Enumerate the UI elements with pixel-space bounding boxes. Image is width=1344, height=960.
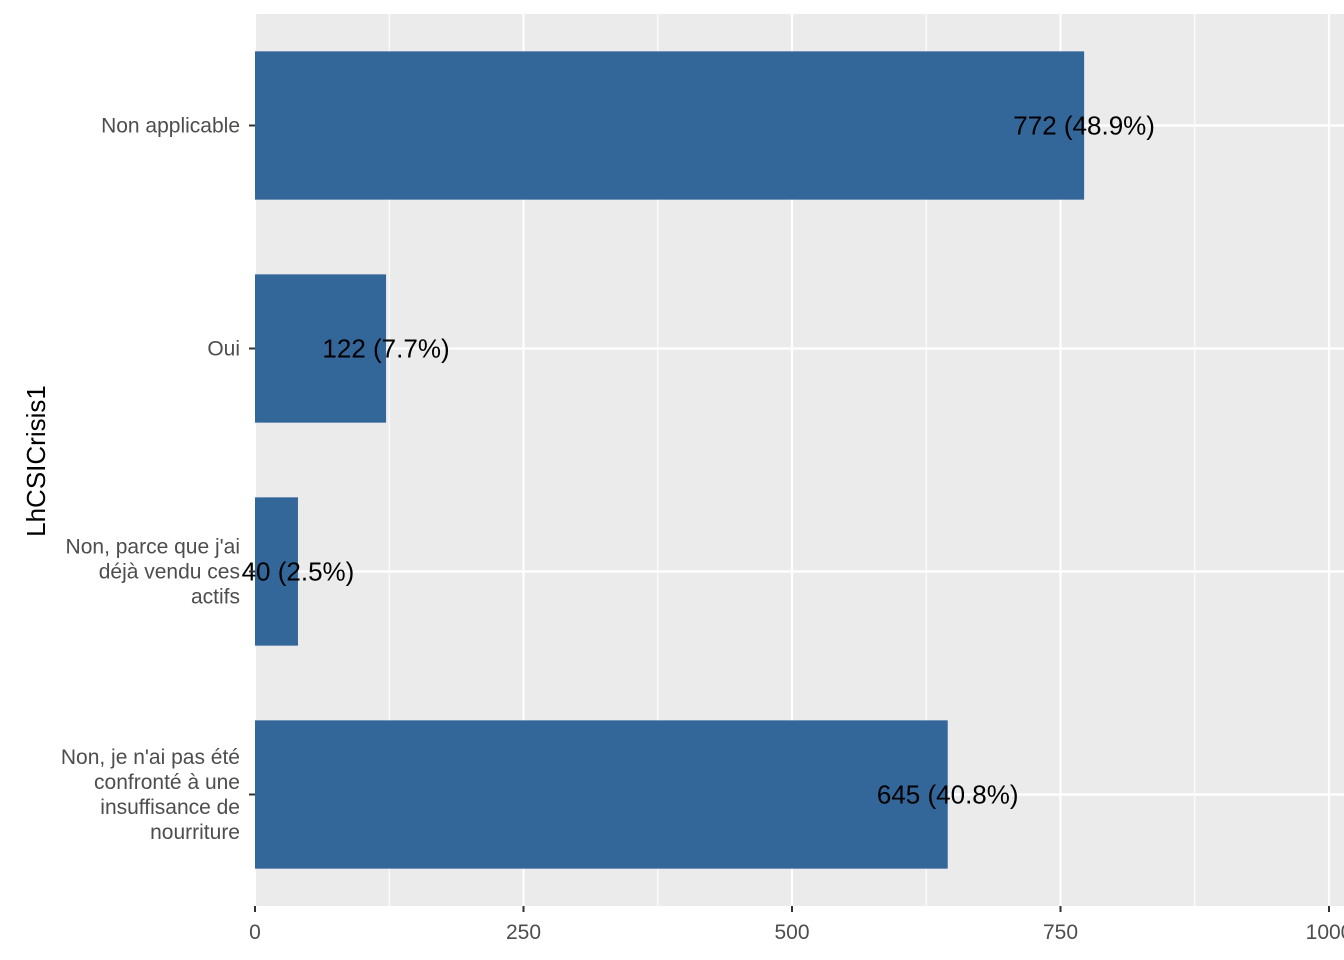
bar	[255, 720, 948, 869]
bar	[255, 497, 298, 646]
y-tick-label: Non, je n'ai pas été confronté à une insuf…	[61, 746, 240, 844]
x-tick-label: 0	[249, 921, 261, 944]
x-axis: 0 250 500 750 1000	[249, 906, 1344, 944]
bars	[255, 51, 1085, 869]
y-tick-label: Oui	[207, 338, 240, 361]
data-label: 122 (7.7%)	[322, 334, 449, 364]
x-tick-label: 1000	[1306, 921, 1344, 944]
data-label: 772 (48.9%)	[1013, 111, 1155, 141]
data-label: 40 (2.5%)	[242, 557, 355, 587]
x-tick-label: 250	[506, 921, 541, 944]
x-tick-label: 750	[1043, 921, 1078, 944]
data-labels: 772 (48.9%) 122 (7.7%) 40 (2.5%) 645 (40.8%…	[242, 111, 1155, 810]
bar	[255, 274, 387, 423]
y-axis-title: LhCSICrisis1	[21, 385, 51, 537]
x-tick-label: 500	[774, 921, 809, 944]
y-tick-label: Non, parce que j'ai déjà vendu ces actifs	[66, 536, 240, 609]
data-label: 645 (40.8%)	[877, 780, 1019, 810]
y-axis: Non applicable Oui Non, parce que j'ai déjà…	[61, 115, 255, 844]
y-tick-label: Non applicable	[101, 115, 240, 138]
bar	[255, 51, 1085, 200]
